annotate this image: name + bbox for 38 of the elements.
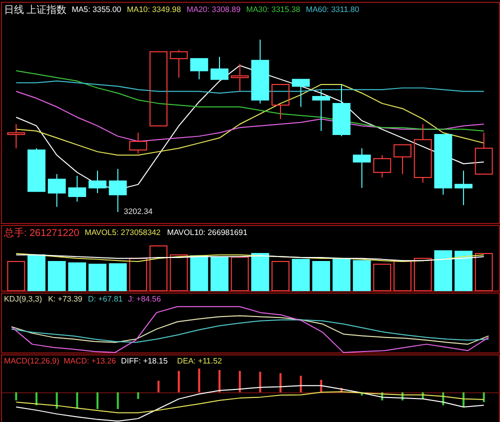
text: DEA: +11.52	[177, 356, 222, 366]
legend-title: MACD(12,26,9)	[4, 356, 60, 366]
bar	[28, 254, 46, 292]
text: MAVOL10: 266981691	[167, 228, 248, 237]
series-label: J: +84.56	[128, 294, 162, 304]
text: MA10: 3349.98	[126, 4, 182, 14]
bar	[210, 257, 228, 292]
bar	[108, 263, 127, 292]
text: MA60: 3311.80	[306, 4, 360, 14]
text: MA5: 3355.00	[72, 4, 122, 14]
text: MA30: 3315.38	[246, 4, 301, 14]
text: MA20: 3308.89	[186, 4, 242, 14]
text: DIFF: +18.15	[120, 356, 168, 366]
bar	[434, 250, 452, 292]
bar	[332, 258, 350, 292]
candlestick	[352, 148, 371, 188]
bar	[88, 264, 106, 292]
bar	[251, 252, 270, 292]
candlestick	[454, 170, 472, 206]
bar	[190, 255, 208, 292]
candlestick	[48, 174, 66, 208]
legend-title: KDJ(9,3,3)	[4, 294, 42, 304]
candlestick	[230, 63, 249, 92]
bar	[48, 261, 66, 292]
chart-title: 日线 上证指数	[4, 4, 67, 16]
text: MAVOL5: 273058342	[84, 228, 162, 237]
text: MACD: +13.26	[64, 356, 117, 366]
text: D: +67.81	[88, 294, 124, 304]
bar	[292, 258, 310, 292]
candlestick	[312, 89, 330, 132]
bar	[312, 261, 330, 292]
annotation: 3202.34	[124, 206, 154, 216]
bar	[68, 262, 86, 292]
bar	[454, 250, 472, 292]
text: K: +73.39	[48, 294, 83, 304]
candlestick	[7, 124, 26, 149]
bar	[352, 260, 371, 292]
text: 总手: 261271220	[2, 226, 80, 239]
